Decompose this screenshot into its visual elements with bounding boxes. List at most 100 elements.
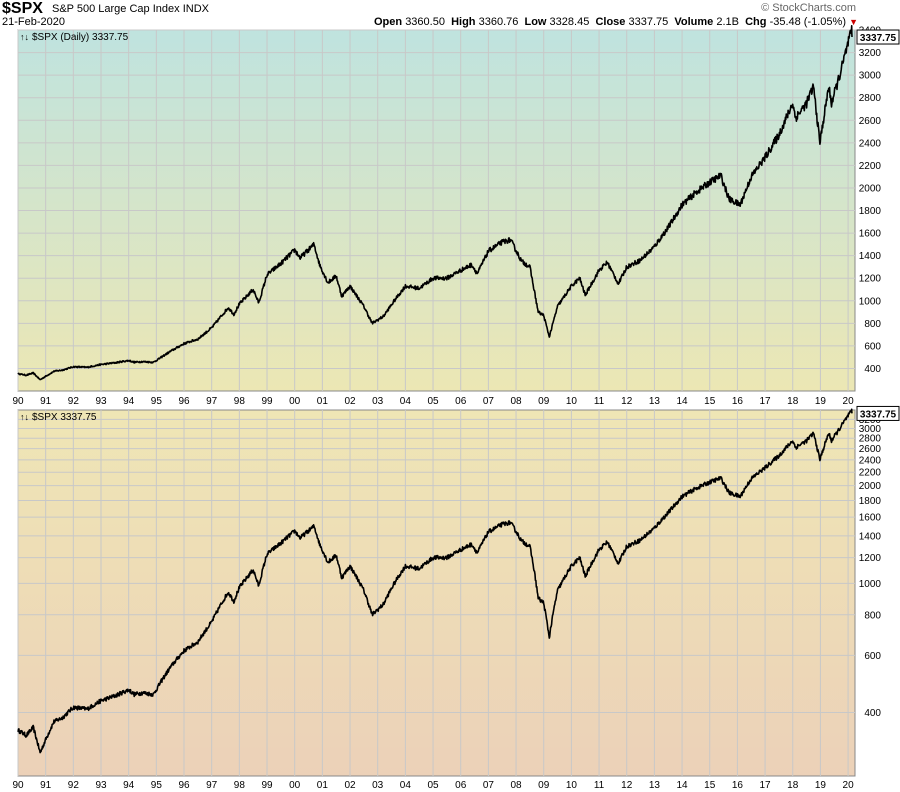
bottom-x-tick-label: 01 xyxy=(317,780,329,791)
bottom-legend-icon: ↑↓ xyxy=(20,412,29,422)
bottom-x-tick-label: 91 xyxy=(40,780,52,791)
bottom-x-tick-label: 05 xyxy=(427,780,439,791)
top-x-tick-label: 90 xyxy=(12,396,24,407)
bottom-x-tick-label: 94 xyxy=(123,780,135,791)
ticker-symbol: $SPX xyxy=(2,0,43,17)
bottom-y-tick-label: 2000 xyxy=(859,481,882,492)
top-y-tick-label: 800 xyxy=(864,319,881,330)
bottom-x-tick-label: 03 xyxy=(372,780,384,791)
top-legend-label: $SPX (Daily) 3337.75 xyxy=(32,32,129,43)
bottom-x-tick-label: 16 xyxy=(732,780,744,791)
top-x-tick-label: 93 xyxy=(95,396,107,407)
open-label: Open xyxy=(374,16,403,28)
bottom-x-tick-label: 96 xyxy=(178,780,190,791)
bottom-x-tick-label: 11 xyxy=(594,780,605,791)
top-x-tick-label: 15 xyxy=(704,396,716,407)
brand-watermark: © StockCharts.com xyxy=(761,2,856,14)
top-y-tick-label: 2600 xyxy=(859,116,882,127)
bottom-x-tick-label: 90 xyxy=(12,780,24,791)
exchange-label: INDX xyxy=(182,3,209,15)
top-x-tick-label: 19 xyxy=(815,396,827,407)
low-value: 3328.45 xyxy=(549,16,590,28)
close-label: Close xyxy=(595,16,626,28)
top-x-tick-label: 17 xyxy=(760,396,772,407)
bottom-legend-label: $SPX 3337.75 xyxy=(32,412,97,423)
quote-summary: Open 3360.50 High 3360.76 Low 3328.45 Cl… xyxy=(374,16,858,28)
top-y-tick-label: 2200 xyxy=(859,161,882,172)
bottom-x-tick-label: 95 xyxy=(151,780,163,791)
bottom-panel: 90 91 92 93 94 95 96 97 98 99 00 01 02 03 04 05 06 07 08 09… xyxy=(12,405,900,791)
bottom-x-tick-label: 18 xyxy=(787,780,799,791)
bottom-last-value-label: 3337.75 xyxy=(860,409,897,420)
top-x-tick-label: 99 xyxy=(261,396,273,407)
top-x-tick-label: 13 xyxy=(649,396,661,407)
bottom-last-value-box xyxy=(856,405,900,421)
bottom-x-tick-label: 17 xyxy=(760,780,772,791)
top-x-tick-label: 12 xyxy=(621,396,633,407)
top-x-tick-label: 00 xyxy=(289,396,301,407)
top-y-tick-label: 3000 xyxy=(859,71,882,82)
top-x-tick-label: 10 xyxy=(566,396,578,407)
top-x-tick-label: 03 xyxy=(372,396,384,407)
bottom-y-tick-label: 800 xyxy=(864,610,881,621)
bottom-y-tick-label: 1000 xyxy=(859,579,882,590)
chg-value: -35.48 (-1.05%) xyxy=(769,16,846,28)
top-y-tick-label: 1800 xyxy=(859,206,882,217)
top-x-tick-label: 08 xyxy=(510,396,522,407)
top-x-tick-label: 14 xyxy=(677,396,689,407)
bottom-x-tick-label: 07 xyxy=(483,780,495,791)
top-last-value-box xyxy=(856,29,900,45)
open-value: 3360.50 xyxy=(405,16,445,28)
bottom-x-tick-label: 97 xyxy=(206,780,218,791)
down-triangle-icon: ▼ xyxy=(849,17,858,27)
bottom-plot-area xyxy=(17,409,856,777)
bottom-x-tick-label: 98 xyxy=(234,780,246,791)
bottom-x-tick-label: 20 xyxy=(843,780,855,791)
top-x-tick-label: 18 xyxy=(787,396,799,407)
top-y-tick-label: 600 xyxy=(864,341,881,352)
bottom-x-tick-label: 09 xyxy=(538,780,550,791)
top-x-tick-label: 91 xyxy=(40,396,52,407)
bottom-x-tick-label: 99 xyxy=(261,780,273,791)
bottom-y-tick-label: 1400 xyxy=(859,531,882,542)
top-y-tick-label: 1400 xyxy=(859,251,882,262)
top-x-tick-label: 92 xyxy=(68,396,80,407)
bottom-x-tick-label: 19 xyxy=(815,780,827,791)
index-name: S&P 500 Large Cap Index xyxy=(52,3,180,15)
bottom-y-tick-label: 2400 xyxy=(859,455,882,466)
chart-header: $SPX S&P 500 Large Cap Index INDX 21-Feb… xyxy=(0,0,900,30)
bottom-x-tick-label: 04 xyxy=(400,780,412,791)
bottom-x-tick-label: 14 xyxy=(677,780,689,791)
bottom-x-tick-label: 00 xyxy=(289,780,301,791)
bottom-y-tick-label: 400 xyxy=(864,708,881,719)
top-price-line xyxy=(17,25,853,381)
top-x-tick-label: 04 xyxy=(400,396,412,407)
bottom-y-tick-label: 2200 xyxy=(859,468,882,479)
bottom-x-tick-label: 02 xyxy=(344,780,356,791)
high-label: High xyxy=(451,16,476,28)
top-x-tick-label: 96 xyxy=(178,396,190,407)
low-label: Low xyxy=(524,16,547,28)
top-y-tick-label: 1600 xyxy=(859,229,882,240)
top-x-tick-label: 98 xyxy=(234,396,246,407)
bottom-y-tick-label: 2600 xyxy=(859,444,882,455)
bottom-x-tick-label: 06 xyxy=(455,780,467,791)
ticker-description: S&P 500 Large Cap Index INDX xyxy=(52,3,209,15)
bottom-x-tick-label: 10 xyxy=(566,780,578,791)
chg-label: Chg xyxy=(745,16,767,28)
bottom-price-line xyxy=(17,408,853,754)
top-y-tick-label: 2800 xyxy=(859,93,882,104)
bottom-y-tick-label: 1200 xyxy=(859,553,882,564)
top-x-tick-label: 20 xyxy=(843,396,855,407)
top-panel: 90 91 92 93 94 95 96 97 98 99 00 01 02 03 04 05 06 07 08 09… xyxy=(12,25,900,407)
chart-date: 21-Feb-2020 xyxy=(2,16,65,28)
top-y-tick-label: 400 xyxy=(864,364,881,375)
top-x-tick-label: 11 xyxy=(594,396,605,407)
bottom-x-tick-label: 93 xyxy=(95,780,107,791)
top-x-tick-label: 01 xyxy=(317,396,329,407)
close-value: 3337.75 xyxy=(628,16,669,28)
bottom-y-tick-label: 1800 xyxy=(859,496,882,507)
top-y-tick-label: 1200 xyxy=(859,274,882,285)
top-x-tick-label: 05 xyxy=(427,396,439,407)
volume-value: 2.1B xyxy=(716,16,739,28)
